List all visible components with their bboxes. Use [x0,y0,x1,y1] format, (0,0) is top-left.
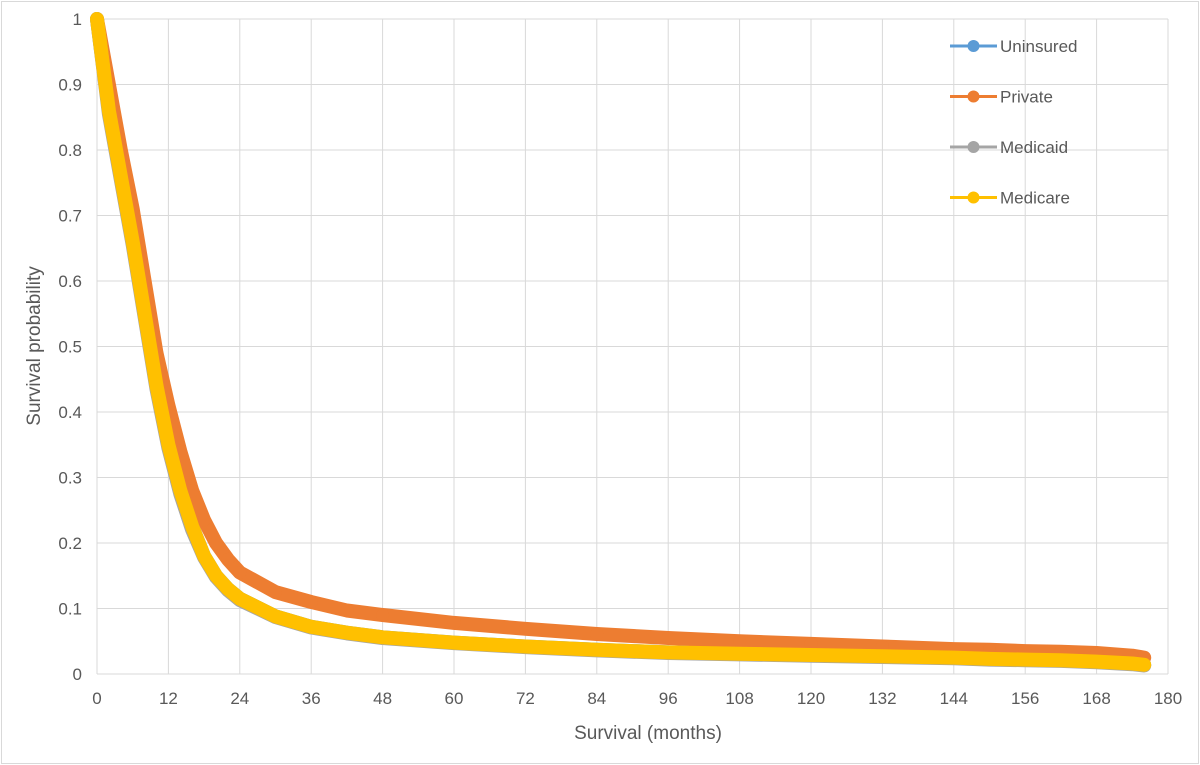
x-tick-label: 168 [1082,689,1110,708]
data-point [733,634,747,648]
series-line [90,12,1152,672]
x-tick-label: 24 [230,689,249,708]
data-point [221,582,235,596]
legend-swatch-marker [967,90,980,103]
x-tick-label: 0 [92,689,101,708]
y-tick-label: 0.4 [58,403,82,422]
data-point [518,639,532,653]
data-point [661,631,675,645]
x-tick-label: 72 [516,689,535,708]
legend-label: Uninsured [1000,37,1078,56]
x-tick-label: 48 [373,689,392,708]
data-point [209,569,223,583]
data-point [340,626,354,640]
data-point [221,552,235,566]
legend-item: Medicaid [950,138,1068,157]
data-point [1090,655,1104,669]
x-tick-label: 60 [445,689,464,708]
data-point [983,652,996,666]
data-point [947,651,961,665]
data-point [197,513,211,527]
legend-item: Medicare [950,189,1070,208]
x-tick-label: 120 [797,689,825,708]
series-medicare [90,12,1152,672]
legend: Uninsured Private Medicaid Medicare [950,37,1078,208]
legend-swatch-marker [967,141,980,153]
data-point [90,12,104,26]
data-point [1137,658,1151,672]
x-tick-label: 84 [587,689,606,708]
x-axis-title: Survival (months) [574,723,722,744]
data-point [376,608,390,622]
data-point [209,536,223,550]
legend-label: Medicare [1000,189,1070,208]
data-point [804,637,818,651]
data-point [197,549,211,563]
data-point [102,104,116,118]
data-point [185,484,199,498]
y-tick-label: 1 [73,10,82,29]
data-point [304,620,318,634]
x-tick-label: 132 [868,689,896,708]
data-point [733,647,747,661]
y-tick-label: 0.1 [58,600,82,619]
data-point [233,592,247,606]
data-point [661,645,675,659]
y-axis-title: Survival probability [24,266,45,426]
x-tick-label: 12 [159,689,178,708]
series-line [90,12,1152,665]
data-point [1125,657,1139,671]
data-point [269,609,282,623]
data-point [1018,653,1032,667]
data-point [185,520,199,534]
y-tick-label: 0.5 [58,338,82,357]
legend-swatch-marker [967,40,980,52]
y-tick-label: 0.6 [58,272,82,291]
series-line [90,12,1152,672]
legend-item: Private [950,88,1053,107]
data-point [447,616,461,630]
data-point [138,307,152,321]
y-tick-label: 0.3 [58,469,82,488]
data-point [590,627,604,641]
series-private [90,12,1152,665]
y-tick-label: 0.2 [58,534,82,553]
gridlines [96,18,1169,675]
series-layer [90,12,1152,673]
data-point [126,235,140,249]
data-point [376,630,390,644]
data-point [173,484,187,498]
y-tick-label: 0 [73,665,82,684]
x-tick-label: 108 [725,689,753,708]
tick-labels: 0 12 24 36 48 60 72 84 96 108 120 132 144 156 168 180 0 0… [58,10,1182,708]
data-point [590,643,604,657]
x-tick-label: 36 [302,689,321,708]
x-tick-label: 156 [1011,689,1039,708]
data-point [233,565,247,579]
legend-label: Medicaid [1000,138,1068,157]
data-point [114,169,128,183]
data-point [340,603,354,617]
legend-swatch-marker [967,191,980,204]
data-point [304,595,318,609]
data-point [875,649,889,663]
data-point [804,648,818,662]
x-tick-label: 96 [659,689,678,708]
x-tick-label: 180 [1154,689,1182,708]
data-point [1054,653,1068,667]
x-tick-label: 144 [940,689,968,708]
data-point [269,585,282,599]
y-tick-label: 0.8 [58,141,82,160]
data-point [150,379,163,393]
data-point [161,438,175,452]
y-tick-label: 0.9 [58,76,82,95]
y-tick-label: 0.7 [58,207,82,226]
series-line [90,12,1152,673]
legend-item: Uninsured [950,37,1078,56]
data-point [518,622,532,636]
data-point [447,636,461,650]
legend-label: Private [1000,88,1053,107]
